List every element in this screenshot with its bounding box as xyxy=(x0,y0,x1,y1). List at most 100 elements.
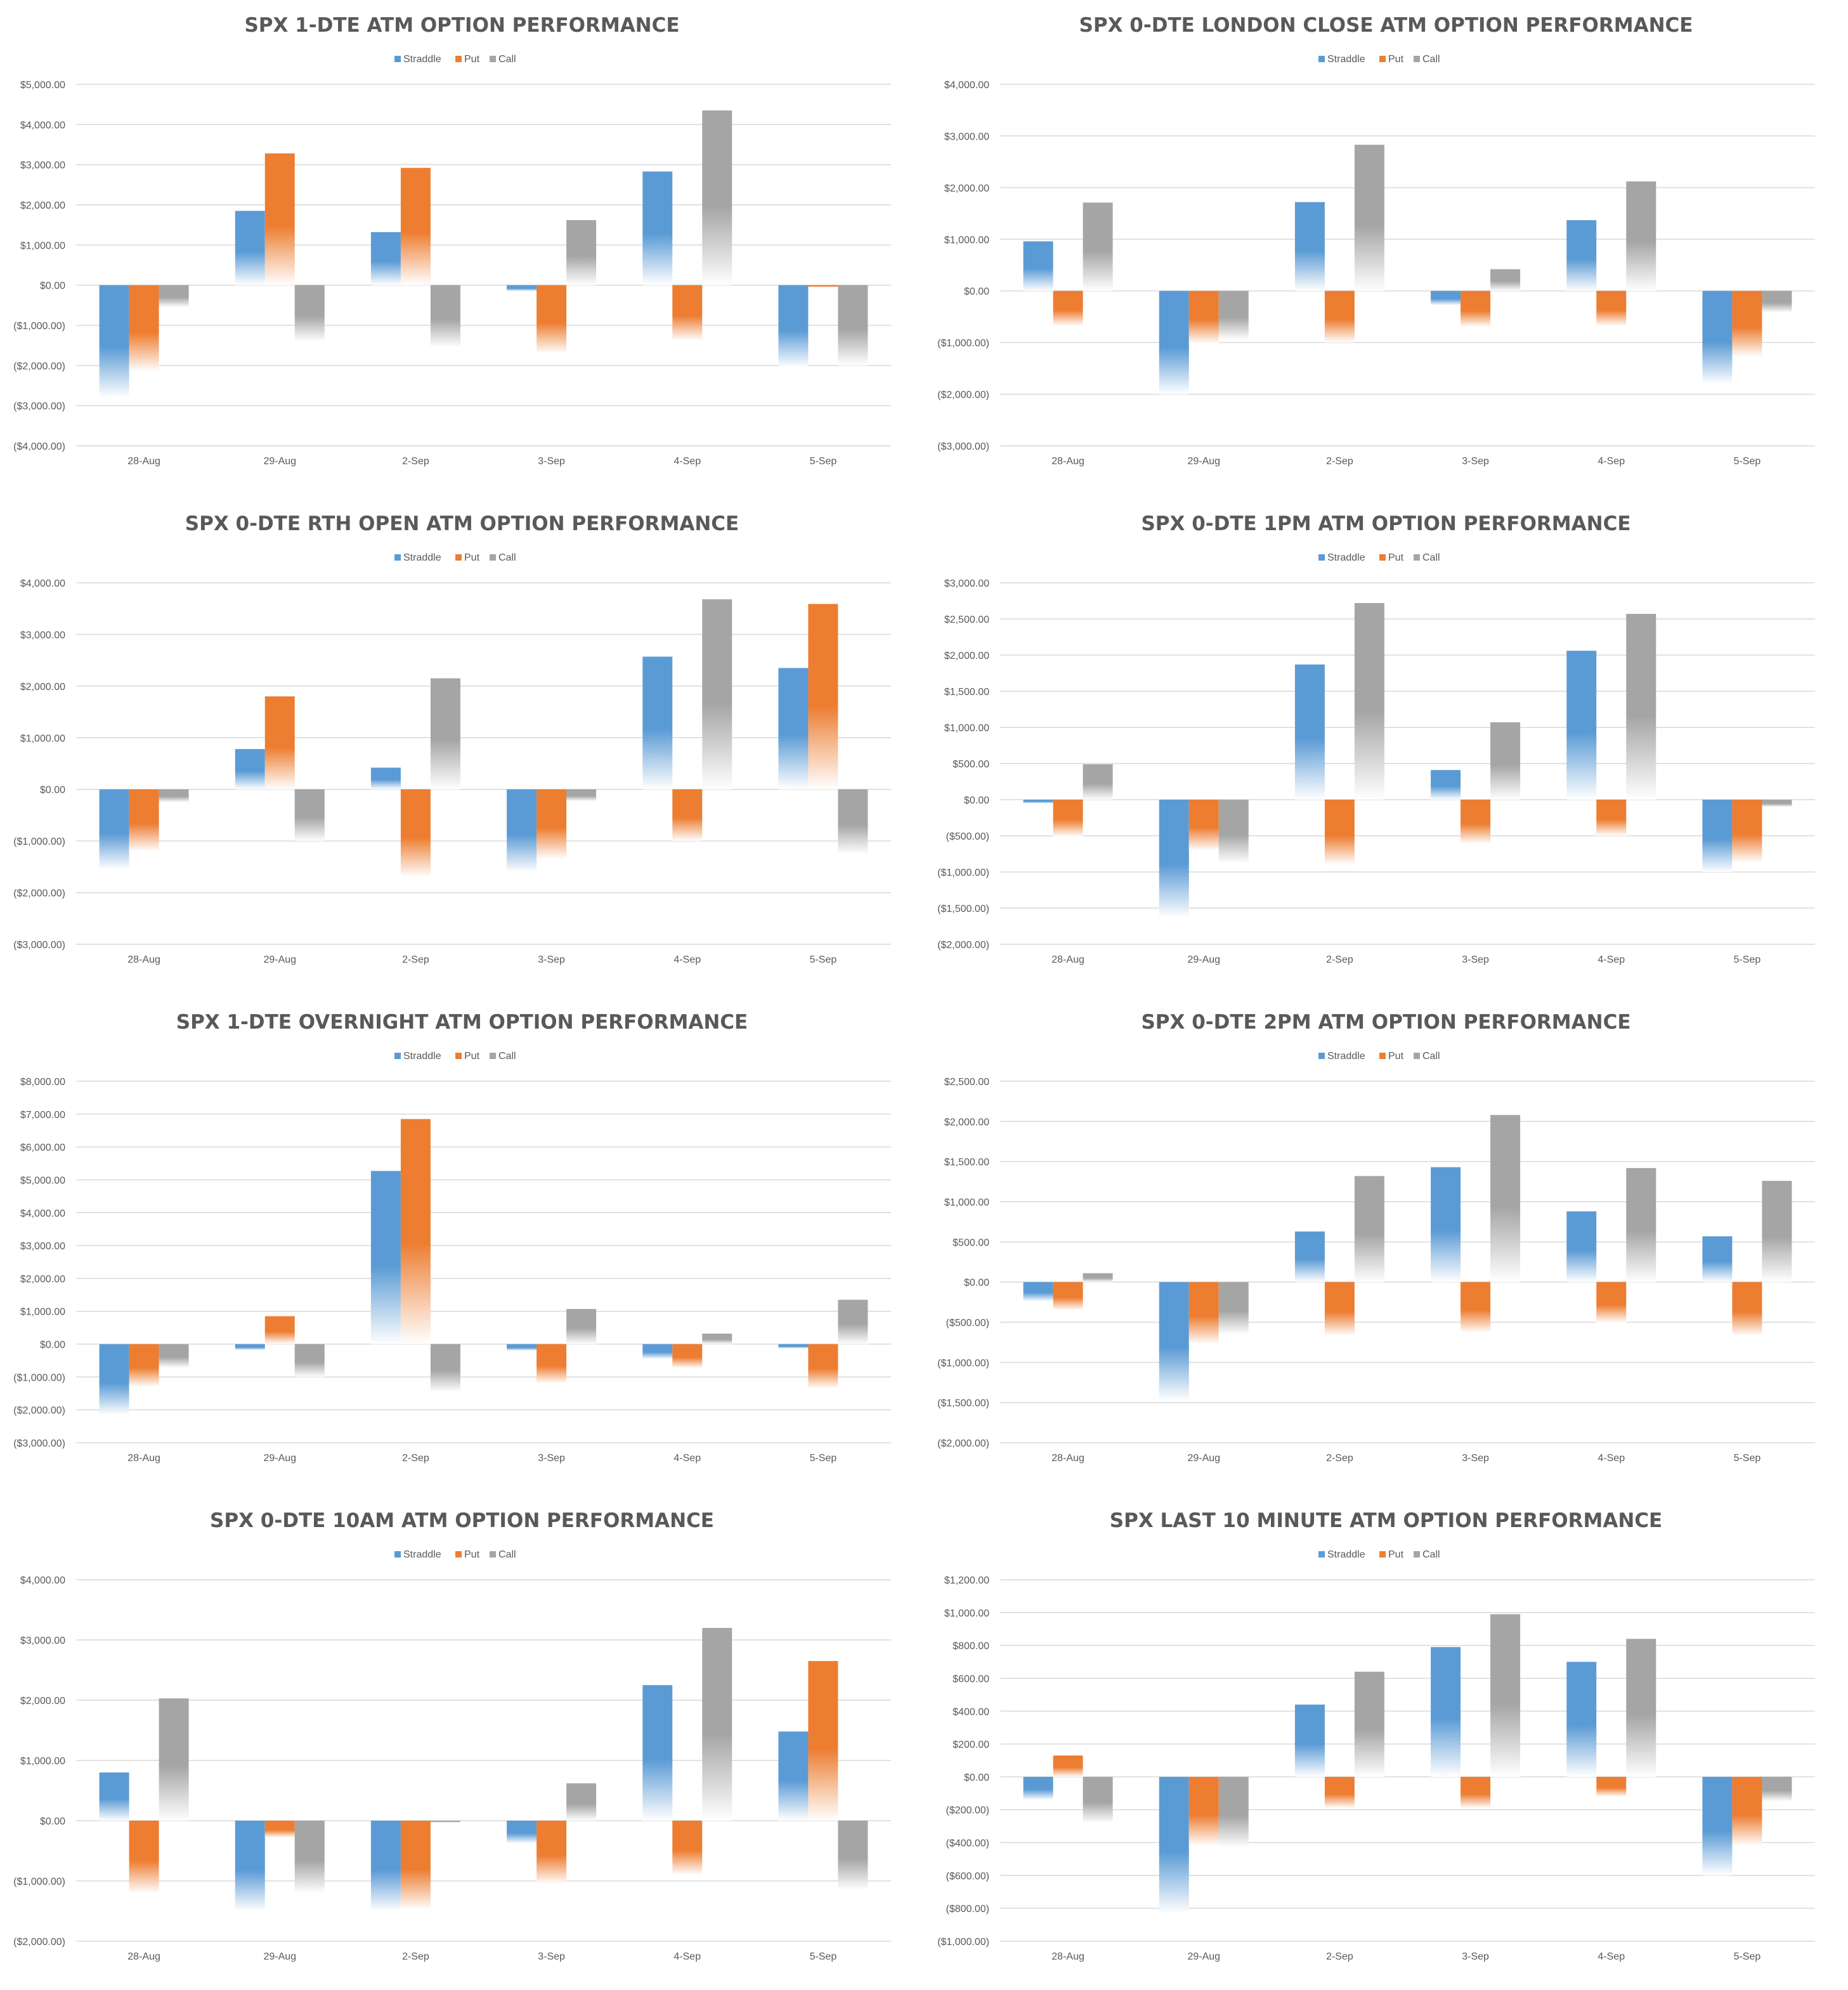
bar-straddle-29-Aug xyxy=(1159,1776,1189,1913)
y-tick-label: ($1,000.00) xyxy=(937,1358,989,1369)
bar-put-2-Sep xyxy=(400,167,431,285)
bar-call-3-Sep xyxy=(566,1783,597,1821)
bar-straddle-3-Sep xyxy=(507,789,537,872)
x-category-label: 28-Aug xyxy=(127,456,160,467)
y-tick-label: $2,000.00 xyxy=(944,1117,989,1128)
legend-label-straddle: Straddle xyxy=(1327,552,1365,563)
chart-svg: SPX 0-DTE LONDON CLOSE ATM OPTION PERFOR… xyxy=(937,14,1815,467)
x-category-label: 2-Sep xyxy=(1326,1951,1353,1962)
bar-put-2-Sep xyxy=(1324,290,1355,343)
bar-call-5-Sep xyxy=(838,789,868,854)
y-tick-label: ($1,000.00) xyxy=(13,321,65,332)
bar-straddle-29-Aug xyxy=(1159,1282,1189,1401)
legend-swatch-put xyxy=(455,554,462,561)
legend-label-call: Call xyxy=(498,552,516,563)
y-tick-label: ($600.00) xyxy=(946,1871,990,1882)
bar-call-5-Sep xyxy=(1762,290,1792,313)
chart-title: SPX 1-DTE OVERNIGHT ATM OPTION PERFORMAN… xyxy=(176,1011,748,1034)
x-category-label: 3-Sep xyxy=(538,1951,565,1962)
y-tick-label: $600.00 xyxy=(953,1674,989,1684)
y-tick-label: ($500.00) xyxy=(946,831,990,842)
y-tick-label: $0.00 xyxy=(40,1816,65,1827)
bar-call-5-Sep xyxy=(1762,1181,1792,1282)
y-tick-label: ($2,000.00) xyxy=(937,390,989,401)
legend-swatch-call xyxy=(490,1551,496,1558)
bar-straddle-3-Sep xyxy=(1431,290,1461,306)
legend-swatch-call xyxy=(1414,1053,1420,1059)
bar-call-29-Aug xyxy=(294,1344,325,1377)
bar-call-4-Sep xyxy=(1626,1639,1656,1777)
y-tick-label: $1,000.00 xyxy=(944,1608,989,1619)
y-tick-label: $4,000.00 xyxy=(20,578,65,589)
x-category-label: 28-Aug xyxy=(1051,1453,1084,1464)
legend-label-put: Put xyxy=(1388,54,1404,65)
bar-put-28-Aug xyxy=(129,1344,159,1387)
y-tick-label: $2,000.00 xyxy=(20,1696,65,1707)
y-tick-label: $5,000.00 xyxy=(20,1175,65,1186)
chart-panel: SPX 0-DTE 10AM ATM OPTION PERFORMANCE Str… xyxy=(0,1495,924,1990)
bar-straddle-3-Sep xyxy=(1431,1647,1461,1777)
y-tick-label: $2,500.00 xyxy=(944,615,989,625)
bar-put-4-Sep xyxy=(1596,1776,1627,1797)
bar-straddle-2-Sep xyxy=(370,1171,401,1344)
chart-svg: SPX 0-DTE 1PM ATM OPTION PERFORMANCE Stra… xyxy=(937,512,1815,965)
legend-swatch-put xyxy=(1379,554,1386,561)
legend-swatch-straddle xyxy=(394,554,401,561)
bar-straddle-3-Sep xyxy=(507,285,537,292)
bar-put-5-Sep xyxy=(1732,1282,1762,1336)
y-tick-label: $2,500.00 xyxy=(944,1077,989,1088)
x-category-label: 28-Aug xyxy=(127,1951,160,1962)
legend-swatch-call xyxy=(490,554,496,561)
x-category-label: 28-Aug xyxy=(1051,456,1084,467)
x-category-label: 29-Aug xyxy=(1187,1453,1220,1464)
bar-call-29-Aug xyxy=(1218,800,1249,864)
x-category-label: 29-Aug xyxy=(263,954,296,965)
chart-svg: SPX 1-DTE ATM OPTION PERFORMANCE Straddle… xyxy=(13,14,891,467)
y-tick-label: $0.00 xyxy=(964,287,989,297)
y-tick-label: $7,000.00 xyxy=(20,1110,65,1121)
x-category-label: 2-Sep xyxy=(1326,954,1353,965)
bar-call-3-Sep xyxy=(566,789,597,802)
y-tick-label: ($1,500.00) xyxy=(937,904,989,914)
legend-label-straddle: Straddle xyxy=(1327,1549,1365,1560)
bar-straddle-2-Sep xyxy=(1294,202,1325,291)
x-category-label: 2-Sep xyxy=(402,954,429,965)
chart-svg: SPX 0-DTE RTH OPEN ATM OPTION PERFORMANC… xyxy=(13,512,891,965)
legend-label-straddle: Straddle xyxy=(403,552,441,563)
legend-label-put: Put xyxy=(1388,552,1404,563)
bar-put-29-Aug xyxy=(264,696,295,790)
bar-straddle-29-Aug xyxy=(1159,800,1189,918)
bar-call-5-Sep xyxy=(1762,1776,1792,1802)
bar-call-29-Aug xyxy=(294,789,325,842)
chart-title: SPX 0-DTE RTH OPEN ATM OPTION PERFORMANC… xyxy=(185,512,739,535)
bar-put-4-Sep xyxy=(1596,800,1627,836)
y-tick-label: ($500.00) xyxy=(946,1318,990,1329)
x-category-label: 29-Aug xyxy=(263,1453,296,1464)
y-tick-label: $1,000.00 xyxy=(20,733,65,744)
bar-straddle-5-Sep xyxy=(1702,1776,1733,1876)
chart-title: SPX 0-DTE 2PM ATM OPTION PERFORMANCE xyxy=(1141,1011,1630,1034)
legend-swatch-straddle xyxy=(394,56,401,62)
bar-straddle-5-Sep xyxy=(1702,800,1733,872)
y-tick-label: $0.00 xyxy=(964,1278,989,1289)
legend-label-put: Put xyxy=(464,1051,480,1062)
x-category-label: 28-Aug xyxy=(1051,954,1084,965)
legend-swatch-put xyxy=(455,1053,462,1059)
chart-svg: SPX 1-DTE OVERNIGHT ATM OPTION PERFORMAN… xyxy=(13,1011,891,1464)
x-category-label: 29-Aug xyxy=(263,456,296,467)
y-tick-label: $2,000.00 xyxy=(20,200,65,211)
bar-put-29-Aug xyxy=(1188,290,1219,344)
bar-straddle-28-Aug xyxy=(99,1772,129,1821)
y-tick-label: $8,000.00 xyxy=(20,1077,65,1088)
bar-straddle-29-Aug xyxy=(1159,290,1189,394)
legend-label-call: Call xyxy=(498,1051,516,1062)
y-tick-label: $0.00 xyxy=(964,795,989,806)
y-tick-label: ($3,000.00) xyxy=(13,940,65,951)
bar-call-29-Aug xyxy=(1218,1282,1249,1334)
bar-straddle-2-Sep xyxy=(370,1821,401,1911)
y-tick-label: $3,000.00 xyxy=(20,1241,65,1252)
chart-legend: Straddle Put Call xyxy=(394,552,516,563)
x-category-label: 4-Sep xyxy=(673,456,701,467)
bar-put-3-Sep xyxy=(1461,290,1491,327)
